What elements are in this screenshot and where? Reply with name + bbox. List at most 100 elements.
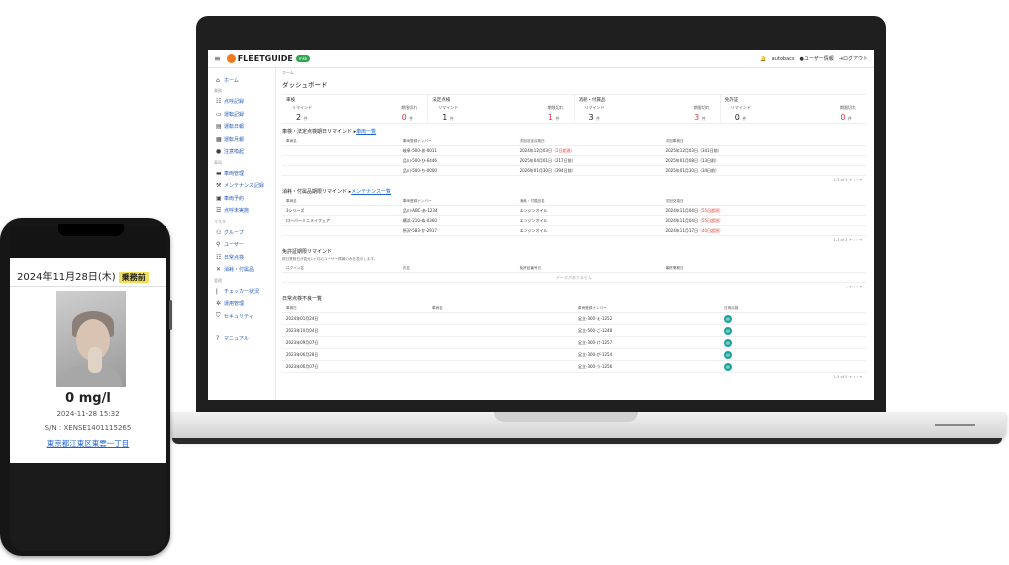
remind-label: リマインド <box>292 105 312 110</box>
table-cell: 2024年01月24日 <box>282 312 428 325</box>
sidebar-item-label: ホーム <box>224 77 239 84</box>
table-header: 車両名 車両登録ナンバー 消耗・付属品名 次回交換日 <box>282 197 866 206</box>
table-row[interactable]: 2023年10月04日 足立-500-ご-1248 ▤ <box>282 324 866 337</box>
table-row[interactable]: 2023年06月28日 足立-300-が-1254 ▤ <box>282 348 866 361</box>
sidebar-item-groups[interactable]: ⚇ グループ <box>208 226 275 239</box>
table-cell <box>428 360 574 373</box>
bell-icon[interactable]: 🔔 <box>760 55 767 62</box>
empty-row: データがありません <box>282 272 866 283</box>
table-cell: 所沢-583-か-2917 <box>398 225 516 236</box>
table-row[interactable]: 2023年06月07日 足立-300-う-1256 ▤ <box>282 360 866 373</box>
table-row[interactable]: 品川-500-ち-0000 2026年01月30日（394日前） 2025年01… <box>282 165 866 176</box>
sidebar-item-daily-check[interactable]: ☷ 日常点検 <box>208 251 275 264</box>
sidebar-item-checker[interactable]: ǀ チェッカー状況 <box>208 285 275 298</box>
table-row[interactable]: 2023年09月07日 足立-300-け-1257 ▤ <box>282 336 866 349</box>
sidebar-item-alert[interactable]: ● 注意喚起 <box>208 146 275 159</box>
person-icon: ⚲ <box>216 241 221 249</box>
expired-count[interactable]: 0 件 <box>840 113 852 122</box>
sidebar-item-manual[interactable]: ? マニュアル <box>208 333 275 346</box>
table-row[interactable]: 2024年01月24日 足立-300-え-1252 ▤ <box>282 312 866 325</box>
document-icon[interactable]: ▤ <box>724 350 732 359</box>
sidebar-item-consumables[interactable]: ✕ 消耗・付属品 <box>208 264 275 277</box>
expired-value: 0 <box>401 113 407 122</box>
column-header: 免許証番号日 <box>515 264 662 273</box>
daily-section-title: 日常点検不良一覧 <box>282 296 323 302</box>
location-link[interactable]: 東京都江東区東雲一丁目 <box>46 439 130 448</box>
expired-label: 期限切れ <box>693 105 710 110</box>
expired-label: 期限切れ <box>401 105 418 110</box>
logout-link[interactable]: ⇥ログアウト <box>839 55 868 62</box>
expired-count[interactable]: 1 件 <box>548 113 560 122</box>
table-row[interactable]: ローバーミニメイフェア 横浜-210-ぬ-0360 エンジンオイル 2024年1… <box>282 215 866 226</box>
table-row[interactable]: 品川-500-ひ-6446 2025年04月01日（217日前） 2025年01… <box>282 155 866 166</box>
sidebar-item-label: 点呼記録 <box>224 99 245 106</box>
maintenance-list-link[interactable]: メンテナンス一覧 <box>351 189 392 195</box>
remind-count[interactable]: 0 件 <box>735 113 747 122</box>
driver-photo[interactable] <box>56 291 126 387</box>
sidebar-section-vehicle: 車両 <box>214 159 222 165</box>
table-row[interactable]: 所沢-583-か-2917 エンジンオイル 2024年11月17日（40日超過） <box>282 225 866 236</box>
sidebar-item-operations[interactable]: ✲ 運用管理 <box>208 298 275 311</box>
sidebar-item-daily-report[interactable]: ▤ 運転日報 <box>208 121 275 134</box>
sidebar-item-home[interactable]: ⌂ ホーム <box>208 74 275 87</box>
pagination[interactable]: 1-3 of 3 ⇤ ‹ › ⇥ <box>833 238 862 242</box>
remind-label: リマインド <box>438 105 459 110</box>
sidebar-item-security[interactable]: ⛉ セキュリティ <box>208 310 275 323</box>
expired-count[interactable]: 0 件 <box>402 113 414 122</box>
sidebar-item-no-roll-call[interactable]: ☰ 点呼未実施 <box>208 205 275 218</box>
document-icon[interactable]: ▤ <box>724 314 732 323</box>
table-cell: 2023年06月28日 <box>282 348 428 361</box>
sidebar-item-drive-log[interactable]: ▭ 運転記録 <box>208 108 275 121</box>
document-icon[interactable]: ▤ <box>724 338 732 347</box>
document-icon[interactable]: ▤ <box>724 326 732 335</box>
logo-icon <box>226 54 236 63</box>
shield-icon: ⛉ <box>216 312 221 320</box>
pagination[interactable]: – ⇤ ‹ › ⇥ <box>845 285 862 289</box>
remind-count[interactable]: 3 件 <box>589 113 601 122</box>
table-cell: 足立-300-え-1252 <box>574 312 720 325</box>
column-header: ログイン名 <box>282 264 399 273</box>
sidebar-item-users[interactable]: ⚲ ユーザー <box>208 239 275 252</box>
column-header: 最終業務日 <box>661 264 866 273</box>
vehicle-list-link[interactable]: 車両一覧 <box>356 129 377 135</box>
column-header: 車検日 <box>282 304 428 313</box>
sidebar-item-label: メンテナンス記録 <box>224 183 264 190</box>
table-cell: 2024年11月17日（40日超過） <box>661 225 866 236</box>
breadcrumb[interactable]: ホーム <box>282 70 294 75</box>
table-cell <box>428 312 574 325</box>
table-cell: ▤ <box>720 324 866 337</box>
remind-count[interactable]: 2 件 <box>296 113 308 122</box>
remind-count[interactable]: 1 件 <box>442 113 454 122</box>
sidebar-item-label: 運転記録 <box>224 111 245 118</box>
table-cell: 足立-500-ご-1248 <box>574 324 720 337</box>
document-icon[interactable]: ▤ <box>724 362 732 371</box>
alcohol-reading: 0 mg/l <box>65 391 111 406</box>
unit: 件 <box>409 116 414 121</box>
pagination[interactable]: 1-5 of 5 ⇤ ‹ › ⇥ <box>833 375 862 379</box>
pagination[interactable]: 1-3 of 3 ⇤ ‹ › ⇥ <box>833 178 862 182</box>
card-labels: リマインド 期限切れ <box>725 105 862 111</box>
expired-count[interactable]: 3 件 <box>694 113 706 122</box>
menu-icon[interactable]: ≡ <box>214 54 221 63</box>
card-values: 1 件 1 件 <box>432 113 569 122</box>
sidebar-item-monthly-report[interactable]: ▦ 運転月報 <box>208 133 275 146</box>
sidebar-item-roll-call[interactable]: ☷ 点呼記録 <box>208 96 275 109</box>
table-row[interactable]: 岐阜-500-あ-0011 2024年12月03日（2日超過） 2025年12月… <box>282 145 866 156</box>
overdue-text: （55日超過） <box>697 217 724 223</box>
table-cell <box>428 336 574 349</box>
unit: 件 <box>848 116 852 121</box>
sidebar-item-label: 車両管理 <box>224 170 245 177</box>
sidebar-item-reservation[interactable]: ▣ 車両予約 <box>208 192 275 205</box>
table-row[interactable]: 3シリーズ 品川-ABC-あ-1234 エンジンオイル 2024年11月04日（… <box>282 205 866 216</box>
sidebar-item-maintenance[interactable]: ⚒ メンテナンス記録 <box>208 180 275 193</box>
thermometer-icon: ǀ <box>216 287 218 295</box>
card-labels: リマインド 期限切れ <box>432 105 569 111</box>
pagination-count: 1-5 of 5 <box>833 375 848 379</box>
column-header: 車両登録ナンバー <box>398 197 516 206</box>
user-info-link[interactable]: ●ユーザー情報 <box>800 55 834 62</box>
card-labels: リマインド 期限切れ <box>579 105 716 111</box>
sidebar-item-vehicles[interactable]: ▬ 車両管理 <box>208 167 275 180</box>
expired-label: 期限切れ <box>840 105 856 110</box>
unit: 件 <box>701 116 706 121</box>
